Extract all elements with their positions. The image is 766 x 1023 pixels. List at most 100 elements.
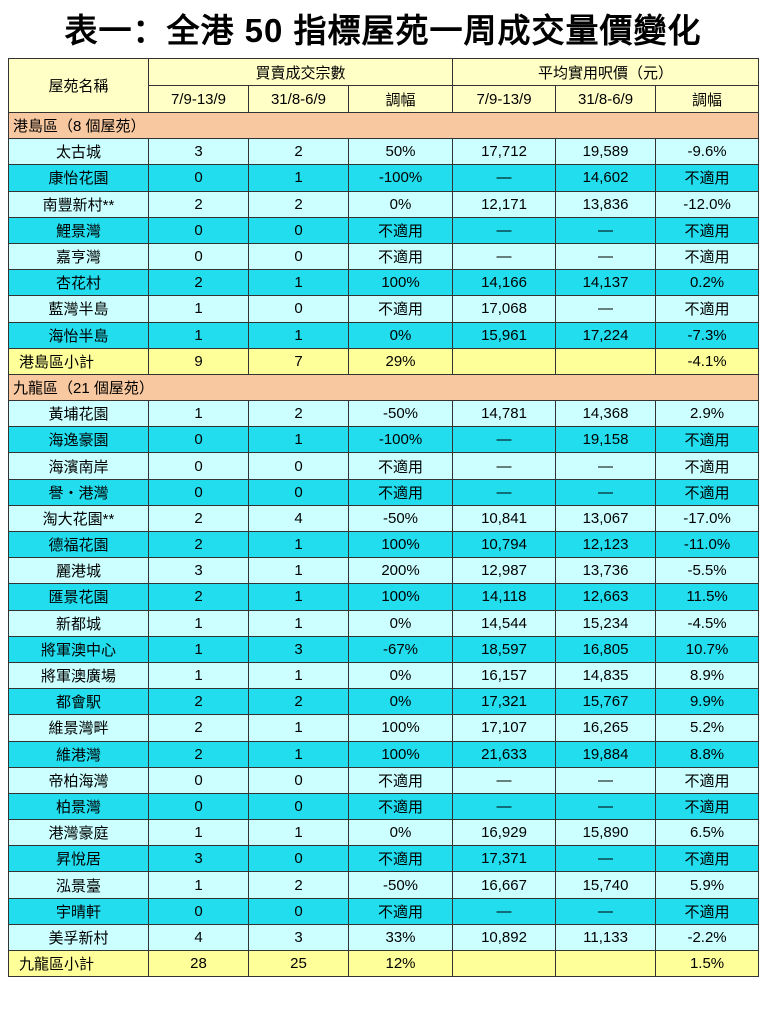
value-cell: 6.5% — [655, 819, 760, 847]
value-cell — [452, 949, 557, 978]
header-cell: 調幅 — [347, 85, 454, 113]
name-cell: 譽・港灣 — [8, 478, 149, 506]
name-cell: 港灣豪庭 — [8, 819, 149, 847]
value-cell: 不適用 — [347, 478, 454, 506]
value-cell: 14,835 — [555, 661, 657, 690]
table-row: 美孚新村 4 3 33% 10,892 11,133 -2.2% — [8, 923, 760, 952]
section-row: 港島區（8 個屋苑） — [7, 111, 760, 140]
value-cell: 9.9% — [655, 688, 760, 716]
value-cell: — — [555, 295, 657, 323]
table-row: 港灣豪庭 1 1 0% 16,929 15,890 6.5% — [8, 819, 760, 847]
value-cell: 100% — [347, 714, 454, 742]
value-cell: 13,736 — [555, 557, 657, 585]
value-cell: 15,234 — [555, 609, 657, 637]
value-cell: 1 — [248, 530, 349, 559]
section-row: 九龍區（21 個屋苑） — [7, 373, 760, 402]
value-cell: 14,544 — [452, 609, 557, 637]
value-cell: 14,368 — [555, 400, 657, 428]
value-cell: 2 — [248, 688, 349, 716]
header-cell: 31/8-6/9 — [248, 85, 349, 113]
table-row: 德福花園 2 1 100% 10,794 12,123 -11.0% — [8, 530, 760, 559]
table-row: 嘉亨灣 0 0 不適用 — — 不適用 — [8, 242, 760, 271]
value-cell: 100% — [347, 269, 454, 297]
value-cell: 16,805 — [555, 635, 657, 663]
table-row: 海濱南岸 0 0 不適用 — — 不適用 — [8, 452, 760, 480]
name-cell: 鯉景灣 — [8, 216, 149, 244]
value-cell: 2 — [248, 138, 349, 166]
value-cell: -11.0% — [655, 530, 760, 559]
value-cell: 1 — [248, 661, 349, 690]
name-cell: 美孚新村 — [8, 923, 149, 952]
name-cell: 藍灣半島 — [8, 295, 149, 323]
table-row: 海怡半島 1 1 0% 15,961 17,224 -7.3% — [8, 321, 760, 349]
table-row: 南豐新村** 2 2 0% 12,171 13,836 -12.0% — [8, 190, 760, 218]
value-cell: 0% — [347, 688, 454, 716]
value-cell: 1 — [148, 635, 249, 663]
value-cell: 不適用 — [347, 295, 454, 323]
value-cell: 100% — [347, 583, 454, 611]
value-cell: 2 — [148, 714, 249, 742]
table-row: 鯉景灣 0 0 不適用 — — 不適用 — [8, 216, 760, 244]
value-cell: 不適用 — [347, 897, 454, 925]
section-title: 九龍區（21 個屋苑） — [7, 373, 760, 402]
value-cell: 14,781 — [452, 400, 557, 428]
name-cell: 太古城 — [8, 138, 149, 166]
value-cell: 不適用 — [655, 216, 760, 244]
value-cell: 不適用 — [655, 766, 760, 794]
value-cell: 4 — [248, 504, 349, 533]
name-cell: 都會駅 — [8, 688, 149, 716]
value-cell: 不適用 — [655, 452, 760, 480]
value-cell: 19,884 — [555, 740, 657, 768]
table-row: 維港灣 2 1 100% 21,633 19,884 8.8% — [8, 740, 760, 768]
name-cell: 柏景灣 — [8, 792, 149, 821]
value-cell: 28 — [148, 949, 249, 978]
header-cell: 7/9-13/9 — [148, 85, 249, 113]
value-cell: 21,633 — [452, 740, 557, 768]
value-cell: 1 — [148, 400, 249, 428]
value-cell: 13,067 — [555, 504, 657, 533]
table-row: 譽・港灣 0 0 不適用 — — 不適用 — [8, 478, 760, 506]
value-cell: -50% — [347, 871, 454, 899]
value-cell: 2 — [148, 530, 249, 559]
value-cell: 8.8% — [655, 740, 760, 768]
value-cell: 不適用 — [347, 766, 454, 794]
value-cell: 0 — [248, 897, 349, 925]
value-cell: 不適用 — [655, 897, 760, 925]
table-row: 將軍澳廣場 1 1 0% 16,157 14,835 8.9% — [8, 661, 760, 690]
name-cell: 昇悅居 — [8, 845, 149, 873]
name-cell: 德福花園 — [8, 530, 149, 559]
value-cell: 2 — [148, 740, 249, 768]
value-cell: 16,667 — [452, 871, 557, 899]
table-row: 將軍澳中心 1 3 -67% 18,597 16,805 10.7% — [8, 635, 760, 663]
table-row: 九龍區小計 28 25 12% 1.5% — [8, 949, 760, 978]
table-row: 帝柏海灣 0 0 不適用 — — 不適用 — [8, 766, 760, 794]
table-row: 宇晴軒 0 0 不適用 — — 不適用 — [8, 897, 760, 925]
value-cell: 9 — [148, 347, 249, 375]
value-cell: -100% — [347, 164, 454, 192]
value-cell: 16,265 — [555, 714, 657, 742]
value-cell: 17,107 — [452, 714, 557, 742]
value-cell: 0 — [148, 792, 249, 821]
header-cell: 買賣成交宗數 — [147, 58, 454, 86]
value-cell: -100% — [347, 426, 454, 454]
value-cell: 不適用 — [655, 164, 760, 192]
header-cell: 屋苑名稱 — [8, 58, 149, 113]
value-cell: 2 — [148, 269, 249, 297]
name-cell: 新都城 — [8, 609, 149, 637]
name-cell: 南豐新村** — [8, 190, 149, 218]
value-cell: 14,137 — [555, 269, 657, 297]
value-cell: 4 — [148, 923, 249, 952]
value-cell: — — [452, 242, 557, 271]
value-cell: 1 — [248, 557, 349, 585]
name-cell: 將軍澳中心 — [8, 635, 149, 663]
value-cell: 0% — [347, 661, 454, 690]
page-title: 表一：全港 50 指標屋苑一周成交量價變化 — [64, 12, 702, 49]
value-cell: -4.1% — [655, 347, 760, 375]
data-table: 屋苑名稱 買賣成交宗數 平均實用呎價（元） 7/9-13/9 31/8-6/9 … — [7, 58, 760, 978]
value-cell: 33% — [347, 923, 454, 952]
value-cell: 1 — [248, 609, 349, 637]
value-cell: -7.3% — [655, 321, 760, 349]
value-cell: 1 — [248, 583, 349, 611]
value-cell: 3 — [248, 635, 349, 663]
